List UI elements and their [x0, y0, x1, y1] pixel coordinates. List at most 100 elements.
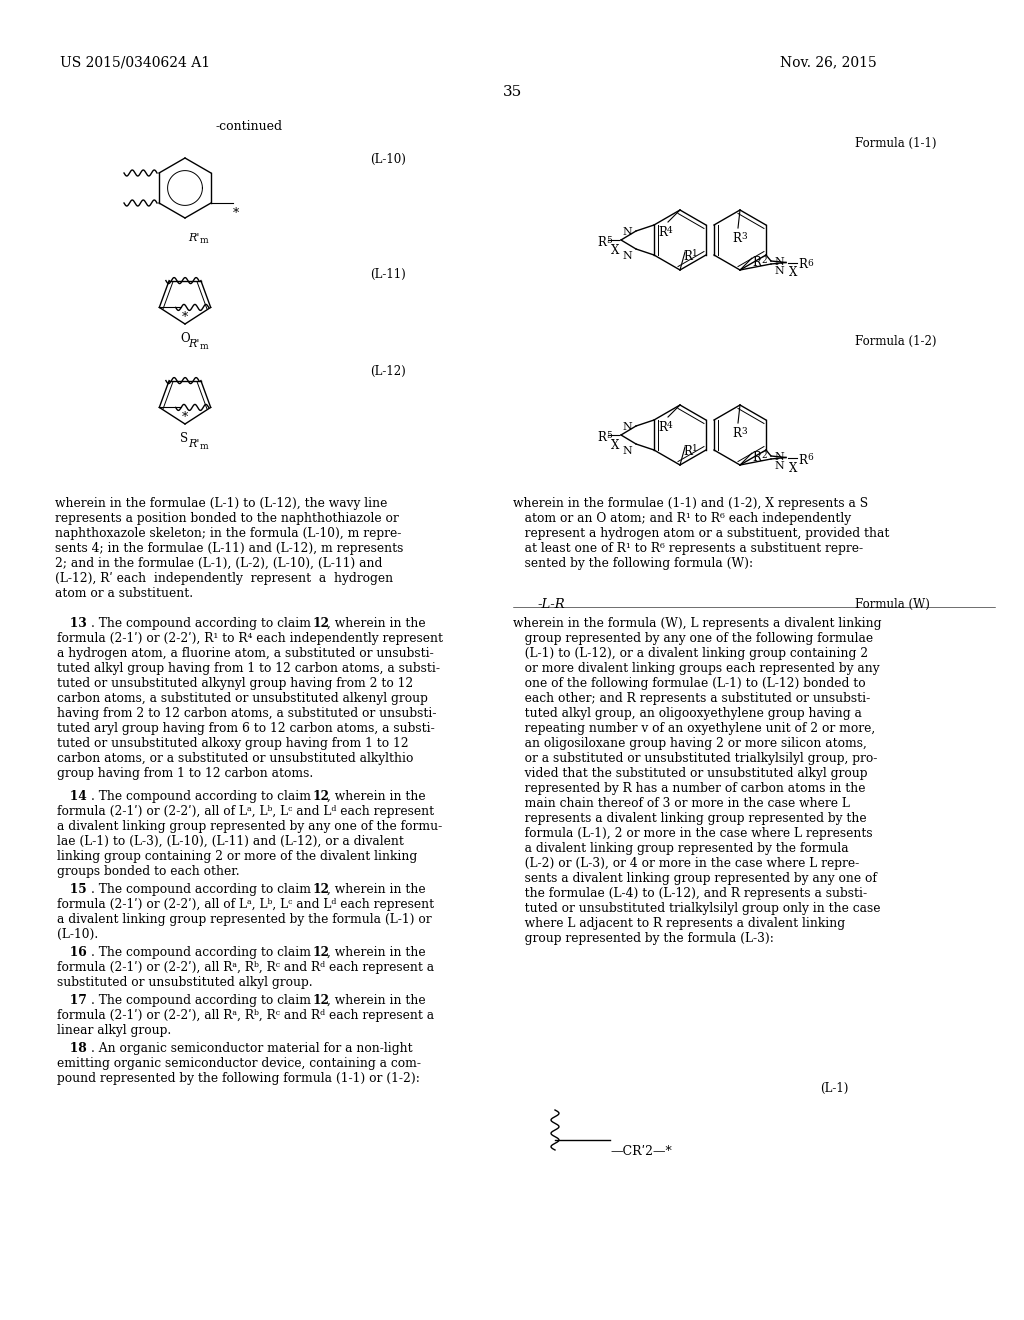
Text: 1: 1 [692, 444, 697, 453]
Text: main chain thereof of 3 or more in the case where L: main chain thereof of 3 or more in the c… [513, 797, 850, 810]
Text: X: X [611, 440, 620, 451]
Text: wherein in the formulae (1-1) and (1-2), X represents a S: wherein in the formulae (1-1) and (1-2),… [513, 498, 868, 510]
Text: *: * [181, 412, 187, 425]
Text: 2: 2 [761, 451, 767, 459]
Text: R': R' [188, 339, 200, 348]
Text: 35: 35 [503, 84, 521, 99]
Text: . An organic semiconductor material for a non-light: . An organic semiconductor material for … [91, 1041, 413, 1055]
Text: 13: 13 [57, 616, 87, 630]
Text: 15: 15 [57, 883, 87, 896]
Text: R: R [683, 445, 692, 458]
Text: group represented by any one of the following formulae: group represented by any one of the foll… [513, 632, 873, 645]
Text: R: R [732, 232, 741, 246]
Text: carbon atoms, or a substituted or unsubstituted alkylthio: carbon atoms, or a substituted or unsubs… [57, 752, 414, 766]
Text: the formulae (L-4) to (L-12), and R represents a substi-: the formulae (L-4) to (L-12), and R repr… [513, 887, 867, 900]
Text: substituted or unsubstituted alkyl group.: substituted or unsubstituted alkyl group… [57, 975, 312, 989]
Text: formula (2-1ʹ) or (2-2ʹ), all Rᵃ, Rᵇ, Rᶜ and Rᵈ each represent a: formula (2-1ʹ) or (2-2ʹ), all Rᵃ, Rᵇ, Rᶜ… [57, 961, 434, 974]
Text: sents a divalent linking group represented by any one of: sents a divalent linking group represent… [513, 873, 877, 884]
Text: . The compound according to claim: . The compound according to claim [91, 994, 314, 1007]
Text: . The compound according to claim: . The compound according to claim [91, 616, 314, 630]
Text: N: N [774, 267, 783, 276]
Text: . The compound according to claim: . The compound according to claim [91, 883, 314, 896]
Text: Nov. 26, 2015: Nov. 26, 2015 [780, 55, 877, 69]
Text: represents a divalent linking group represented by the: represents a divalent linking group repr… [513, 812, 866, 825]
Text: , wherein in the: , wherein in the [327, 946, 426, 960]
Text: (L-11): (L-11) [370, 268, 406, 281]
Text: 16: 16 [57, 946, 87, 960]
Text: 4: 4 [667, 421, 673, 430]
Text: (L-1) to (L-12), or a divalent linking group containing 2: (L-1) to (L-12), or a divalent linking g… [513, 647, 868, 660]
Text: . The compound according to claim: . The compound according to claim [91, 789, 314, 803]
Text: X: X [788, 462, 798, 474]
Text: 5: 5 [606, 432, 612, 440]
Text: wherein in the formula (W), L represents a divalent linking: wherein in the formula (W), L represents… [513, 616, 882, 630]
Text: a divalent linking group represented by any one of the formu-: a divalent linking group represented by … [57, 820, 442, 833]
Text: 1: 1 [692, 249, 697, 257]
Text: tuted alkyl group, an oligooxyethylene group having a: tuted alkyl group, an oligooxyethylene g… [513, 708, 862, 719]
Text: R: R [798, 454, 807, 466]
Text: 12: 12 [313, 616, 330, 630]
Text: a divalent linking group represented by the formula (L-1) or: a divalent linking group represented by … [57, 913, 432, 927]
Text: a hydrogen atom, a fluorine atom, a substituted or unsubsti-: a hydrogen atom, a fluorine atom, a subs… [57, 647, 434, 660]
Text: formula (2-1ʹ) or (2-2ʹ), R¹ to R⁴ each independently represent: formula (2-1ʹ) or (2-2ʹ), R¹ to R⁴ each … [57, 632, 443, 645]
Text: tuted alkyl group having from 1 to 12 carbon atoms, a substi-: tuted alkyl group having from 1 to 12 ca… [57, 663, 440, 675]
Text: R: R [597, 432, 606, 444]
Text: 18: 18 [57, 1041, 87, 1055]
Text: , wherein in the: , wherein in the [327, 789, 426, 803]
Text: (L-10).: (L-10). [57, 928, 98, 941]
Text: a divalent linking group represented by the formula: a divalent linking group represented by … [513, 842, 849, 855]
Text: 6: 6 [807, 454, 813, 462]
Text: R: R [732, 426, 741, 440]
Text: *: * [181, 312, 187, 325]
Text: naphthoxazole skeleton; in the formula (L-10), m repre-: naphthoxazole skeleton; in the formula (… [55, 527, 401, 540]
Text: formula (L-1), 2 or more in the case where L represents: formula (L-1), 2 or more in the case whe… [513, 828, 872, 840]
Text: R': R' [188, 440, 200, 449]
Text: R': R' [188, 234, 200, 243]
Text: or a substituted or unsubstituted trialkylsilyl group, pro-: or a substituted or unsubstituted trialk… [513, 752, 878, 766]
Text: , wherein in the: , wherein in the [327, 883, 426, 896]
Text: represents a position bonded to the naphthothiazole or: represents a position bonded to the naph… [55, 512, 398, 525]
Text: N: N [774, 257, 783, 267]
Text: 12: 12 [313, 883, 330, 896]
Text: -continued: -continued [215, 120, 283, 133]
Text: formula (2-1ʹ) or (2-2ʹ), all of Lᵃ, Lᵇ, Lᶜ and Lᵈ each represent: formula (2-1ʹ) or (2-2ʹ), all of Lᵃ, Lᵇ,… [57, 805, 434, 818]
Text: N: N [622, 227, 632, 238]
Text: R: R [752, 256, 761, 269]
Text: (L-12), Rʹ each  independently  represent  a  hydrogen: (L-12), Rʹ each independently represent … [55, 572, 393, 585]
Text: (L-10): (L-10) [370, 153, 406, 166]
Text: carbon atoms, a substituted or unsubstituted alkenyl group: carbon atoms, a substituted or unsubstit… [57, 692, 428, 705]
Text: 17: 17 [57, 994, 87, 1007]
Text: linking group containing 2 or more of the divalent linking: linking group containing 2 or more of th… [57, 850, 417, 863]
Text: emitting organic semiconductor device, containing a com-: emitting organic semiconductor device, c… [57, 1057, 421, 1071]
Text: vided that the substituted or unsubstituted alkyl group: vided that the substituted or unsubstitu… [513, 767, 867, 780]
Text: pound represented by the following formula (1-1) or (1-2):: pound represented by the following formu… [57, 1072, 420, 1085]
Text: US 2015/0340624 A1: US 2015/0340624 A1 [60, 55, 210, 69]
Text: atom or an O atom; and R¹ to R⁶ each independently: atom or an O atom; and R¹ to R⁶ each ind… [513, 512, 851, 525]
Text: m: m [200, 442, 209, 451]
Text: N: N [622, 251, 632, 261]
Text: or more divalent linking groups each represented by any: or more divalent linking groups each rep… [513, 663, 880, 675]
Text: 12: 12 [313, 789, 330, 803]
Text: 6: 6 [807, 259, 813, 268]
Text: linear alkyl group.: linear alkyl group. [57, 1024, 171, 1038]
Text: -L-R: -L-R [538, 598, 565, 611]
Text: at least one of R¹ to R⁶ represents a substituent repre-: at least one of R¹ to R⁶ represents a su… [513, 543, 863, 554]
Text: formula (2-1ʹ) or (2-2ʹ), all Rᵃ, Rᵇ, Rᶜ and Rᵈ each represent a: formula (2-1ʹ) or (2-2ʹ), all Rᵃ, Rᵇ, Rᶜ… [57, 1008, 434, 1022]
Text: atom or a substituent.: atom or a substituent. [55, 587, 194, 601]
Text: formula (2-1ʹ) or (2-2ʹ), all of Lᵃ, Lᵇ, Lᶜ and Lᵈ each represent: formula (2-1ʹ) or (2-2ʹ), all of Lᵃ, Lᵇ,… [57, 898, 434, 911]
Text: R: R [658, 226, 667, 239]
Text: repeating number v of an oxyethylene unit of 2 or more,: repeating number v of an oxyethylene uni… [513, 722, 876, 735]
Text: 2: 2 [761, 256, 767, 265]
Text: X: X [788, 267, 798, 280]
Text: 3: 3 [741, 426, 746, 436]
Text: one of the following formulae (L-1) to (L-12) bonded to: one of the following formulae (L-1) to (… [513, 677, 865, 690]
Text: (L-2) or (L-3), or 4 or more in the case where L repre-: (L-2) or (L-3), or 4 or more in the case… [513, 857, 859, 870]
Text: represented by R has a number of carbon atoms in the: represented by R has a number of carbon … [513, 781, 865, 795]
Text: X: X [611, 244, 620, 257]
Text: 12: 12 [313, 946, 330, 960]
Text: (L-12): (L-12) [370, 366, 406, 378]
Text: Formula (1-1): Formula (1-1) [855, 137, 937, 150]
Text: an oligosiloxane group having 2 or more silicon atoms,: an oligosiloxane group having 2 or more … [513, 737, 867, 750]
Text: R: R [658, 421, 667, 434]
Text: represent a hydrogen atom or a substituent, provided that: represent a hydrogen atom or a substitue… [513, 527, 890, 540]
